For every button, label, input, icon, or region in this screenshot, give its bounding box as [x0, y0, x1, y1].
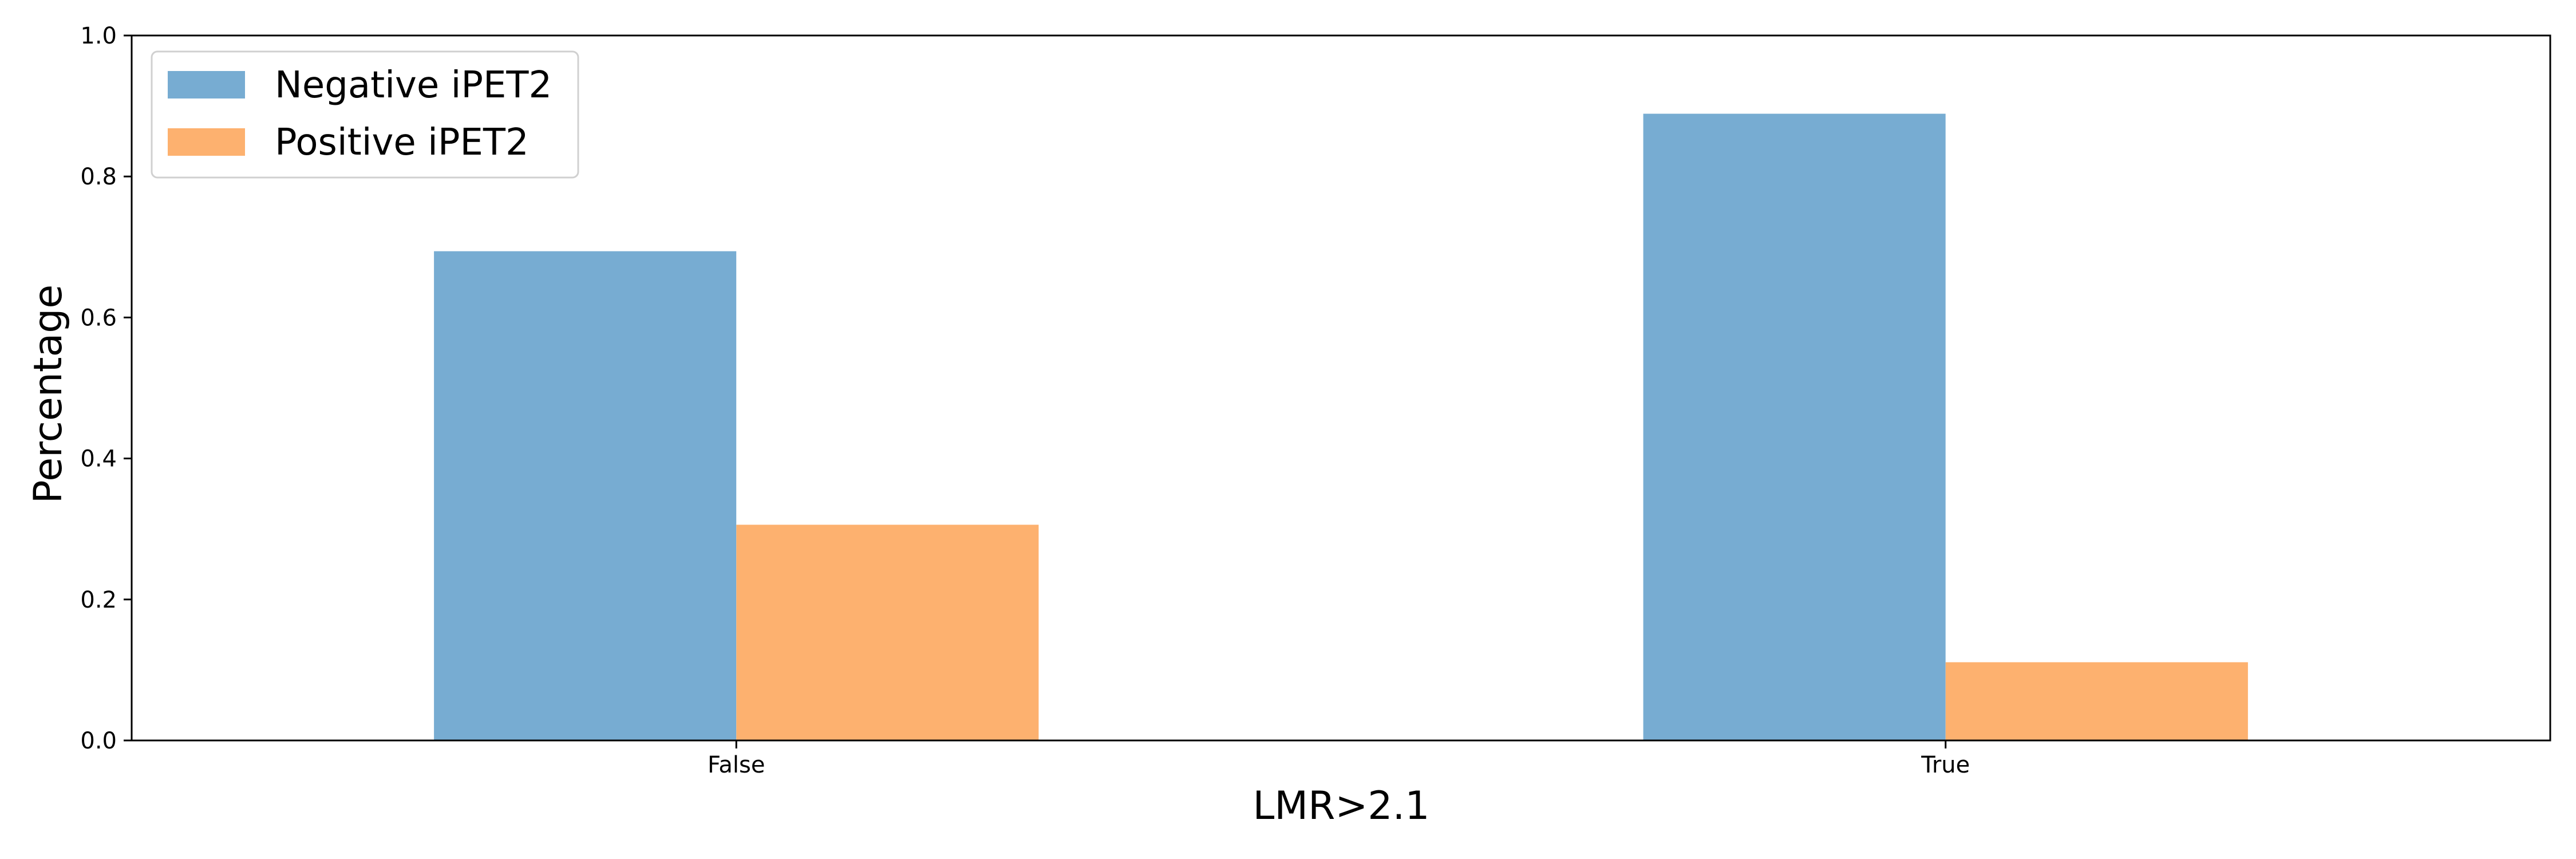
bars-group — [434, 113, 2248, 741]
plot-frame — [131, 34, 2551, 742]
legend-label: Positive iPET2 — [275, 121, 529, 164]
y-tick-label: 0.4 — [80, 446, 117, 472]
y-tick-label: 0.0 — [80, 728, 117, 754]
bar-positive-ipet2-false — [736, 525, 1039, 740]
bar-negative-ipet2-false — [434, 251, 737, 740]
y-tick-label: 0.6 — [80, 305, 117, 331]
axes-group: 0.0 0.2 0.4 0.6 0.8 1.0 False True — [80, 23, 2551, 778]
y-axis-label: Percentage — [26, 285, 71, 504]
x-tick-label: True — [1921, 752, 1970, 778]
legend-swatch — [168, 71, 245, 98]
legend-box — [151, 50, 579, 179]
x-axis-label: LMR>2.1 — [1253, 783, 1430, 829]
legend-label: Negative iPET2 — [275, 64, 552, 107]
y-tick-label: 0.8 — [80, 164, 117, 190]
y-tick-label: 0.2 — [80, 587, 117, 613]
y-tick-label: 1.0 — [80, 23, 117, 49]
legend-swatch — [168, 128, 245, 156]
x-tick-label: False — [708, 752, 765, 778]
bar-positive-ipet2-true — [1945, 662, 2248, 740]
legend: Negative iPET2 Positive iPET2 — [151, 50, 579, 179]
bar-negative-ipet2-true — [1643, 113, 1946, 741]
